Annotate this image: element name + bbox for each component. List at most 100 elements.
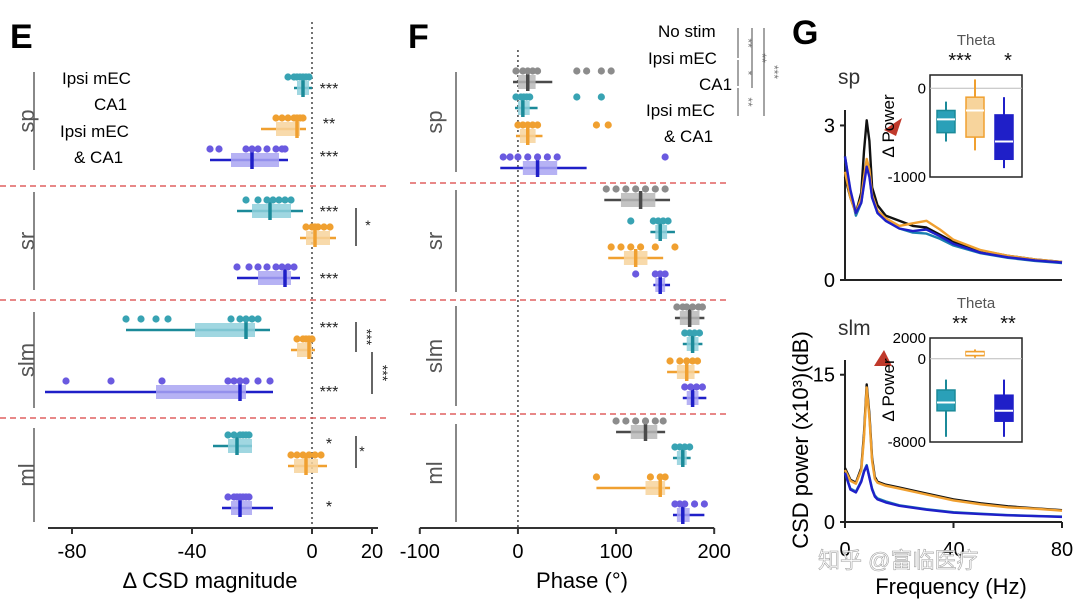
f-sp-nostim-dot-0 [512, 67, 520, 75]
e-slm-ipsi-dot-6 [242, 315, 250, 323]
e-slm-ipsi-dot-8 [254, 315, 262, 323]
g-bottom-peak-arrow [874, 350, 892, 366]
e-ml-ipsi-dot-5 [245, 431, 253, 439]
f-sr-nostim-dot-4 [641, 185, 650, 193]
e-sp-ca1-dot-0 [272, 114, 280, 122]
legend-f-ca1: CA1 [699, 75, 732, 94]
g-top-peak-arrow [884, 118, 902, 136]
e-slm-ipsi-dot-7 [248, 315, 256, 323]
e-sr-ipsi-dot-2 [263, 196, 271, 204]
e-sr-ipsi-dot-6 [287, 196, 295, 204]
e-sp-both-dot-5 [263, 145, 271, 153]
e-ml-ca1-dot-5 [317, 451, 325, 459]
f-ml-nostim-dot-2 [632, 417, 640, 425]
f-slm-ca1-dot-0 [666, 357, 674, 365]
legend-e-both-line2: & CA1 [74, 148, 123, 167]
e-ml-both-dot-6 [245, 493, 253, 501]
e-slm-ipsi-dot-4 [227, 315, 235, 323]
e-slm-both-dot-7 [254, 377, 262, 385]
e-sr-ca1-dot-4 [320, 223, 328, 231]
e-ml-ipsi-dot-0 [224, 431, 232, 439]
f-sr-nostim-dot-2 [622, 185, 630, 193]
f-sp-both-dot-7 [661, 153, 669, 161]
e-sp-ipsi-dot-6 [305, 73, 313, 81]
f-ml-ipsi-dot-3 [686, 443, 694, 451]
f-sp-nostim-dot-6 [583, 67, 591, 75]
f-sp-both-dot-4 [533, 153, 542, 161]
f-slm-ipsi-dot-3 [695, 329, 704, 337]
f-layer-label-sp: sp [422, 110, 447, 133]
e-sp-ca1-dot-2 [284, 114, 292, 122]
f-sp-ipsi-dot-5 [573, 93, 581, 101]
f-sr-ipsi-dot-4 [664, 217, 672, 225]
f-ml-nostim-dot-1 [622, 417, 630, 425]
e-x-tick-label-0: -80 [58, 541, 87, 563]
f-sr-ca1-dot-3 [636, 243, 645, 251]
g-top-inset-tick-1: -1000 [888, 169, 926, 186]
e-sp-both-dot-0 [206, 145, 214, 153]
f-sp-nostim-dot-8 [607, 67, 615, 75]
e-slm-both-dot-1 [107, 377, 115, 385]
f-sp-both-dot-0 [499, 153, 507, 161]
g-top-inset-box-both [994, 114, 1014, 161]
g-x-tick-label-2: 80 [1051, 539, 1073, 561]
g-bottom-inset-box-ipsi [936, 389, 956, 412]
e-sr-ipsi-dot-0 [242, 196, 250, 204]
g-bottom-inset-box-both [994, 394, 1014, 422]
f-layer-label-slm: slm [422, 339, 447, 373]
e-sp-ca1-dot-6 [299, 114, 307, 122]
f-slm-both-dot-1 [687, 383, 695, 391]
g-top-inset-sig-0: *** [948, 50, 972, 72]
f-sr-ca1-dot-0 [607, 243, 615, 251]
e-slm-ipsi-dot-0 [122, 315, 130, 323]
f-slm-nostim-dot-2 [683, 303, 691, 311]
g-top-inset-box-ca1 [965, 96, 985, 138]
g-top-inset-ylabel: Δ Power [879, 94, 898, 158]
e-sp-both-dot-2 [242, 145, 250, 153]
e-ml-ca1-dot-3 [305, 451, 313, 459]
e-sig-sr-0: *** [320, 204, 339, 221]
e-sr-ipsi-dot-1 [254, 196, 262, 204]
f-ml-ca1-dot-0 [592, 473, 601, 481]
e-sr-ca1-dot-3 [314, 223, 322, 231]
f-sr-nostim-dot-1 [612, 185, 620, 193]
f-slm-both-dot-0 [681, 383, 689, 391]
f-slm-both-dot-2 [692, 383, 701, 391]
f-sr-ca1-dot-1 [617, 243, 625, 251]
e-sp-both-box [231, 153, 279, 167]
e-sr-both-box [258, 271, 291, 285]
f-x-tick-label-3: 200 [698, 541, 731, 563]
e-x-tick-label-1: -40 [178, 541, 207, 563]
e-ml-ca1-dot-0 [287, 451, 295, 459]
e-sp-both-dot-6 [272, 145, 280, 153]
e-sp-both-dot-8 [281, 145, 289, 153]
f-sr-ipsi-dot-0 [627, 217, 635, 225]
e-x-tick-label-3: 20 [361, 541, 383, 563]
f-sp-nostim-dot-4 [533, 67, 542, 75]
e-layer-label-sp: sp [14, 109, 39, 132]
f-x-tick-label-1: 0 [512, 541, 523, 563]
f-sp-both-box [522, 161, 558, 175]
f-sr-nostim-dot-3 [632, 185, 640, 193]
e-sr-ipsi-dot-3 [269, 196, 277, 204]
e-sig-sp-0: *** [320, 81, 339, 98]
e-slm-both-dot-8 [266, 377, 274, 385]
f-sp-nostim-dot-7 [597, 67, 605, 75]
e-sig-sp-2: *** [320, 149, 339, 166]
e-slm-both-dot-5 [236, 377, 244, 385]
e-sr-ca1-dot-0 [302, 223, 310, 231]
g-bottom-inset-tick-1: 0 [918, 351, 926, 368]
f-slm-ca1-dot-4 [693, 357, 702, 365]
f-sp-both-dot-2 [514, 153, 522, 161]
g-bottom-y-tick-label-0: 0 [824, 512, 835, 534]
f-slm-ca1-dot-1 [676, 357, 684, 365]
f-sr-nostim-dot-0 [602, 185, 610, 193]
g-top-inset-title: Theta [957, 32, 996, 49]
e-sr-both-dot-4 [272, 263, 280, 271]
f-sr-both-dot-0 [632, 270, 640, 278]
f-sp-nostim-dot-5 [573, 67, 581, 75]
f-ml-ca1-dot-3 [661, 473, 669, 481]
